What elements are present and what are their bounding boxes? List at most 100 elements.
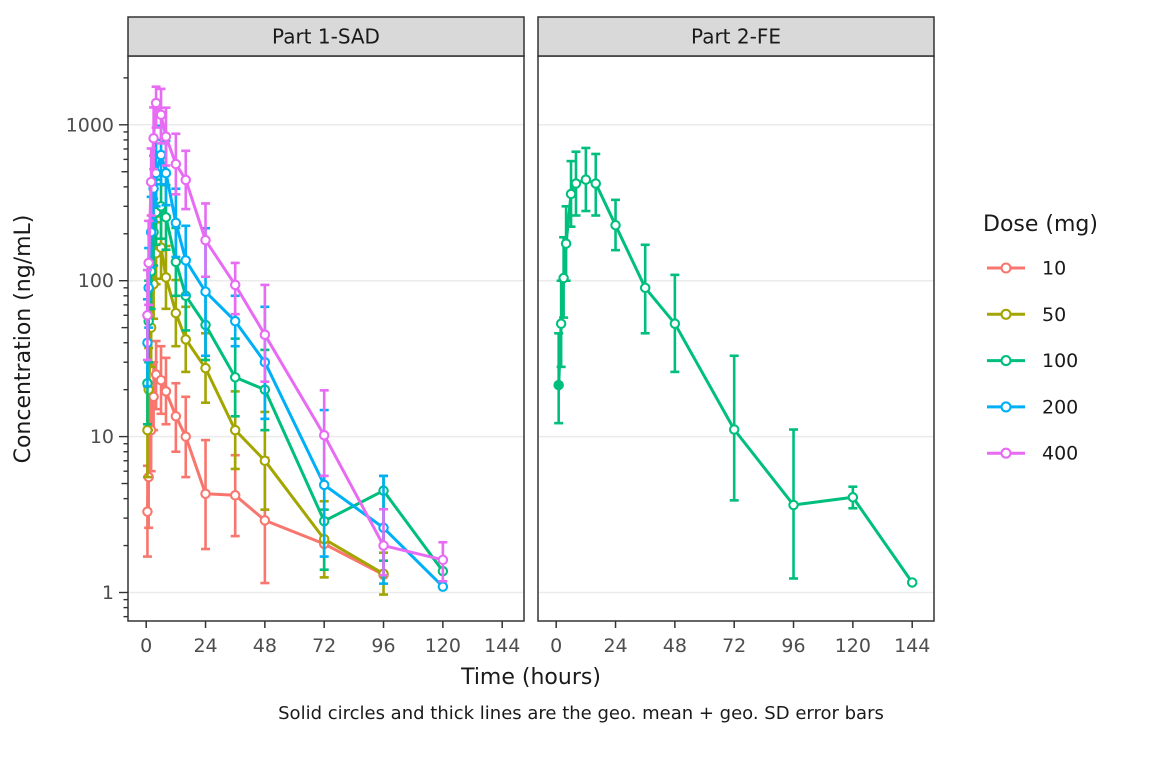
data-point [788,499,799,511]
x-tick-label: 144 [484,635,520,657]
legend-item-100: 100 [987,350,1078,372]
x-tick-label: 48 [663,635,687,657]
legend-item-label: 50 [1042,304,1066,326]
data-point [170,158,182,170]
series-10mg [142,339,389,585]
y-tick-label: 10 [90,426,114,448]
data-point [143,257,154,269]
legend-title: Dose (mg) [983,212,1098,237]
series-400mg [142,85,449,583]
y-tick-label: 1000 [66,114,114,136]
data-point [155,149,167,161]
data-point [200,286,211,297]
data-point [437,554,449,566]
x-tick-label: 0 [550,635,562,657]
data-point [639,282,651,294]
y-tick-label: 100 [78,270,114,292]
data-point [906,577,918,588]
facet-strip [127,16,525,57]
data-point [259,515,271,526]
legend-key-point [1000,355,1012,367]
x-axis-title: Time (hours) [460,665,601,690]
x-tick-label: 96 [371,635,395,657]
data-point [590,178,602,189]
legend-item-label: 400 [1042,443,1078,465]
x-tick-label: 24 [193,635,217,657]
figure-caption: Solid circles and thick lines are the ge… [278,703,884,724]
facet-strip [537,16,935,57]
data-point [728,424,740,435]
data-point [318,479,330,491]
legend-item-50: 50 [987,304,1066,326]
data-point [229,490,241,501]
legend-key-point [1000,401,1012,413]
data-point [160,212,172,223]
x-tick-label: 96 [781,635,805,657]
legend-item-label: 10 [1042,258,1066,280]
data-point [142,506,153,517]
legend: Dose (mg) 10 50 100 200 400 [983,212,1098,465]
data-point [150,97,162,109]
data-point [142,310,153,321]
data-point [160,131,172,142]
data-point [318,430,330,441]
facet-panel-part-1-sad: Part 1-SAD 0 24 48 72 96 120 144 [119,16,525,657]
data-point [170,307,182,319]
data-point [155,109,167,121]
panel-background [128,56,524,621]
data-point [378,540,389,551]
legend-item-200: 200 [987,396,1078,418]
data-point-solid [553,379,564,391]
data-point [148,132,159,144]
data-point [180,174,192,186]
data-point [145,176,157,188]
panel-background [538,56,934,621]
data-point [180,431,192,442]
x-tick-label: 120 [425,635,461,657]
legend-key-point [1000,447,1012,459]
x-tick-label: 48 [253,635,277,657]
data-point [847,492,859,503]
legend-item-label: 200 [1042,396,1078,418]
data-point [555,318,567,329]
x-tick-label: 0 [140,635,152,657]
data-point [160,386,172,397]
data-point [160,272,172,283]
data-point [565,188,577,200]
data-point [200,234,211,246]
data-point [160,167,172,179]
legend-item-10: 10 [987,258,1066,280]
x-tick-label: 72 [312,635,336,657]
data-point [142,424,153,436]
legend-item-400: 400 [987,443,1078,465]
x-tick-label: 120 [835,635,871,657]
data-point [170,217,182,229]
data-point [180,255,192,266]
series-100mg [553,146,918,588]
data-point [170,411,182,422]
data-point [669,318,681,329]
y-axis-title: Concentration (ng/mL) [11,215,36,464]
data-point [259,329,271,341]
data-point [437,581,449,592]
facet-panel-part-2-fe: Part 2-FE 0 24 48 72 96 120 144 [537,16,935,657]
x-tick-label: 144 [894,635,930,657]
data-point [200,488,211,499]
data-point [560,238,572,249]
x-tick-label: 24 [603,635,627,657]
legend-key-point [1000,308,1012,320]
facet-strip-label: Part 1-SAD [272,25,380,49]
data-point [180,334,192,345]
data-point [610,219,621,231]
data-point [229,279,241,291]
data-point [170,256,182,268]
data-point [200,362,211,374]
x-tick-label: 72 [722,635,746,657]
legend-key-point [1000,262,1012,274]
facet-strip-label: Part 2-FE [691,25,781,49]
data-point [229,315,241,327]
data-point [580,174,592,185]
data-point [570,178,582,189]
